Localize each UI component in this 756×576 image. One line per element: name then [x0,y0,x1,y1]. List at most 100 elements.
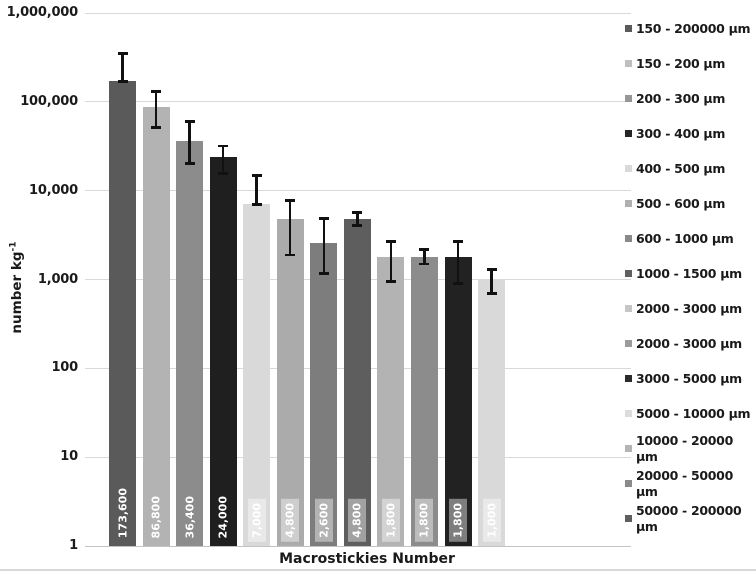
legend-item: 150 - 200000 μm [625,11,756,46]
legend-swatch-icon [625,200,632,207]
legend-swatch-icon [625,305,632,312]
error-bar-top-cap [385,240,396,243]
legend-item-label: 10000 - 20000 μm [636,432,733,464]
legend-item: 600 - 1000 μm [625,221,756,256]
error-bar [121,53,124,82]
legend-item: 200 - 300 μm [625,81,756,116]
legend-item-label: 1000 - 1500 μm [636,265,742,281]
y-axis-title-superscript: -1 [8,241,19,252]
legend-swatch-icon [625,165,632,172]
y-axis-title-text: number kg [9,251,25,334]
bar: 86,800 [142,107,170,546]
legend-swatch-icon [625,515,632,522]
legend-item-label: 2000 - 3000 μm [636,335,742,351]
error-bar-top-cap [318,217,329,220]
error-bar-top-cap [352,211,363,214]
bar-value-label: 173,600 [116,487,129,538]
bar: 1,800 [410,256,438,546]
gridline [85,101,631,103]
bar-value-label: 1,800 [381,499,400,542]
legend-item-label: 5000 - 10000 μm [636,405,751,421]
legend-swatch-icon [625,60,632,67]
legend-item: 500 - 600 μm [625,186,756,221]
legend-item-label: 3000 - 5000 μm [636,370,742,386]
bar-value-label: 86,800 [149,495,163,538]
chart-bottom-border [0,569,756,571]
legend-swatch-icon [625,270,632,277]
bar: 24,000 [209,156,237,546]
legend-item-label: 20000 - 50000 μm [636,467,733,499]
error-bar-top-cap [218,144,229,148]
legend-item-label: 600 - 1000 μm [636,230,734,246]
legend-item-label: 50000 - 200000 μm [636,502,742,534]
error-bar-bottom-cap [151,125,162,129]
error-bar-bottom-cap [117,80,128,83]
bar: 1,800 [444,256,472,546]
error-bar-top-cap [419,247,430,251]
bar-value-label: 36,400 [183,495,197,538]
error-bar-top-cap [453,240,463,243]
legend-item-label: 150 - 200000 μm [636,20,751,36]
legend-item-label: 150 - 200 μm [636,55,726,71]
error-bar-bottom-cap [352,223,363,227]
error-bar-bottom-cap [318,271,329,275]
error-bar-top-cap [117,52,128,56]
bar: 36,400 [176,140,204,546]
error-bar-bottom-cap [419,262,430,266]
legend-item-label: 400 - 500 μm [636,160,726,176]
bar: 2,600 [310,242,338,546]
error-bar [389,241,393,282]
legend-swatch-icon [625,340,632,347]
x-axis-line [85,545,631,547]
y-tick-label: 10,000 [29,182,78,198]
error-bar-bottom-cap [486,292,497,295]
bar: 7,000 [243,204,271,546]
error-bar-top-cap [251,173,262,177]
bar: 1,000 [478,279,505,546]
bar: 4,800 [343,219,371,546]
legend-item: 400 - 500 μm [625,151,756,186]
bar-value-label: 4,800 [281,499,300,542]
error-bar-top-cap [285,199,296,202]
legend-item: 2000 - 3000 μm [625,291,756,326]
error-bar-bottom-cap [218,171,229,175]
legend-item: 150 - 200 μm [625,46,756,81]
legend-swatch-icon [625,130,632,137]
y-tick-label: 100 [51,360,78,376]
bar: 173,600 [109,80,136,546]
error-bar [288,200,292,255]
legend-swatch-icon [625,445,632,452]
bar-value-label: 4,800 [348,499,367,542]
legend-item-label: 500 - 600 μm [636,195,726,211]
legend-swatch-icon [625,410,632,417]
legend-swatch-icon [625,235,632,242]
legend-swatch-icon [625,375,632,382]
error-bar [356,212,359,226]
legend-item: 2000 - 3000 μm [625,326,756,361]
bar-value-label: 2,600 [314,499,333,542]
error-bar-bottom-cap [285,253,296,257]
bar-value-label: 24,000 [216,495,230,538]
legend-item-label: 200 - 300 μm [636,90,726,106]
error-bar-bottom-cap [385,279,396,283]
gridline [85,190,631,192]
legend-swatch-icon [625,95,632,102]
legend-item-label: 300 - 400 μm [636,125,726,141]
error-bar [322,218,326,274]
error-bar-top-cap [486,268,497,271]
legend-item: 50000 - 200000 μm [625,501,756,536]
y-tick-label: 1,000 [37,271,78,287]
legend-item-label: 2000 - 3000 μm [636,300,742,316]
bar-value-label: 1,000 [482,499,501,542]
y-tick-label: 1,000,000 [6,5,79,20]
error-bar-bottom-cap [251,203,262,206]
error-bar-top-cap [184,120,195,124]
gridline [85,12,631,14]
y-tick-label: 1 [69,538,78,553]
bar: 4,800 [276,219,304,546]
y-tick-label: 10 [60,449,78,465]
x-axis-title: Macrostickies Number [279,551,455,567]
y-tick-label: 100,000 [20,93,78,109]
legend-item: 5000 - 10000 μm [625,396,756,431]
error-bar [255,175,258,205]
